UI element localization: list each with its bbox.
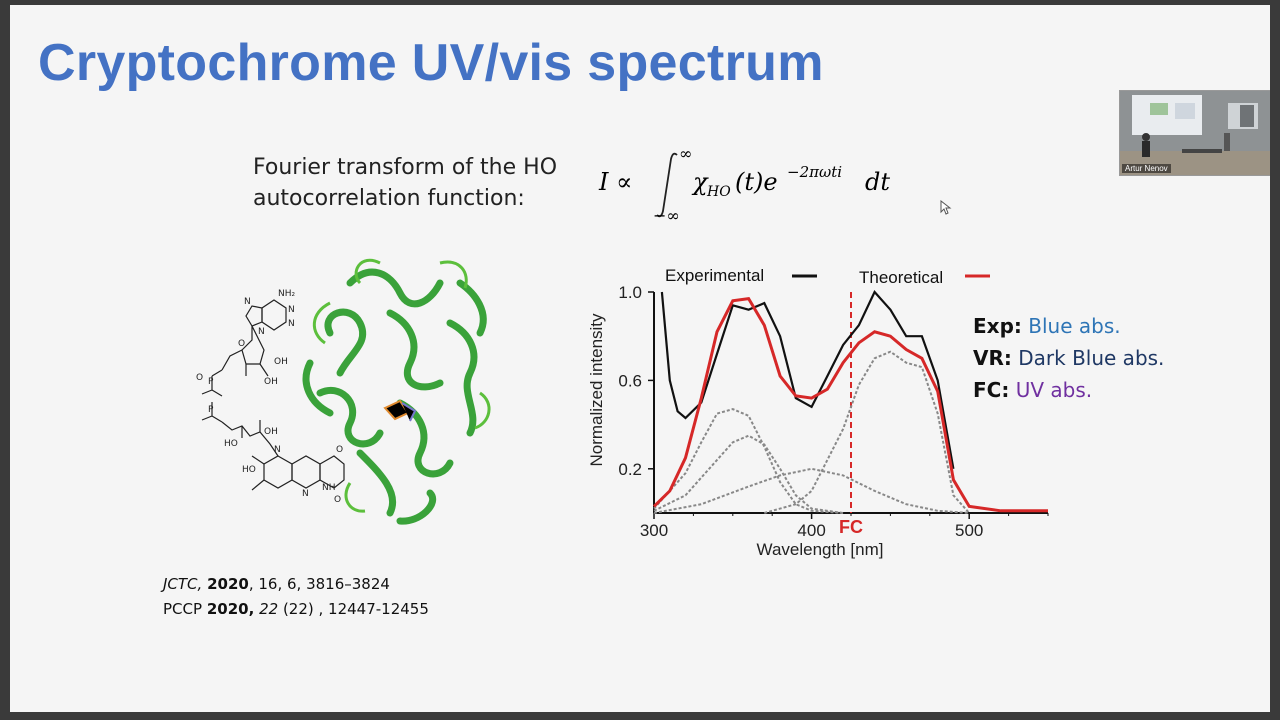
- webcam-participant-name: Artur Nenov: [1122, 164, 1171, 173]
- molecule-label-p1: P: [208, 377, 214, 387]
- molecule-label-o3: O: [336, 445, 343, 455]
- molecule-label-o4: O: [334, 495, 341, 505]
- component-curve-4: [764, 350, 970, 514]
- molecule-label-n4: N: [258, 327, 265, 337]
- ref2-journal: PCCP: [163, 600, 203, 618]
- integral-upper: ∞: [679, 145, 692, 163]
- equation-middle: (t)e: [735, 168, 778, 196]
- equation-chi: χ: [691, 168, 709, 196]
- fourier-equation: I ∝ ∞ −∞ χ HO (t)e −2πωti dt: [595, 144, 915, 229]
- integral-lower: −∞: [653, 206, 680, 225]
- legend-value-exp: Blue abs.: [1028, 314, 1121, 338]
- protein-ribbon-image: [302, 259, 491, 525]
- molecule-label-n6: N: [302, 489, 309, 499]
- component-curve-3: [653, 467, 970, 514]
- fourier-description: Fourier transform of the HO autocorrelat…: [253, 152, 573, 214]
- ref2-year: 2020,: [206, 600, 255, 618]
- ref2-details: (22) , 12447-12455: [282, 600, 429, 618]
- equation-lhs: I ∝: [598, 168, 632, 196]
- molecule-label-oh3: OH: [264, 427, 278, 437]
- fourier-description-line2: autocorrelation function:: [253, 186, 525, 211]
- experimental-curve: [660, 290, 955, 469]
- legend-value-vr: Dark Blue abs.: [1018, 346, 1165, 370]
- y-tick-label: 0.6: [618, 371, 642, 390]
- reference-1: JCTC, 2020, 16, 6, 3816–3824: [163, 572, 429, 597]
- molecule-label-oh2: OH: [264, 377, 278, 387]
- chart-y-axis-label: Normalized intensity: [587, 313, 606, 467]
- mouse-cursor-icon: [940, 200, 952, 215]
- ref1-year: 2020: [207, 575, 249, 593]
- molecule-label-nh2: NH₂: [278, 289, 296, 299]
- y-tick-label: 1.0: [618, 283, 642, 302]
- legend-key-exp: Exp:: [973, 314, 1022, 338]
- component-curve-2: [653, 434, 844, 514]
- reference-2: PCCP 2020, 22 (22) , 12447-12455: [163, 597, 429, 622]
- webcam-thumbnail[interactable]: Artur Nenov: [1119, 90, 1270, 176]
- fourier-description-line1: Fourier transform of the HO: [253, 155, 558, 180]
- equation-tail: dt: [865, 168, 890, 196]
- fc-marker-label: FC: [839, 517, 863, 537]
- ref1-details: , 16, 6, 3816–3824: [248, 575, 390, 593]
- webcam-scene: [1120, 91, 1270, 175]
- legend-key-vr: VR:: [973, 346, 1012, 370]
- molecule-label-o2: O: [196, 373, 203, 383]
- legend-label-experimental: Experimental: [665, 266, 764, 285]
- legend-row-exp: Exp: Blue abs.: [973, 310, 1164, 342]
- ref1-journal: JCTC,: [163, 575, 203, 593]
- chart-plot-area: 300 400 500 0.2 0.6 1.0 FC: [618, 283, 1049, 540]
- molecule-label-p2: P: [208, 405, 214, 415]
- equation-chi-subscript: HO: [706, 184, 731, 200]
- molecule-label-n5: N: [274, 445, 281, 455]
- absorption-legend: Exp: Blue abs. VR: Dark Blue abs. FC: UV…: [973, 310, 1164, 406]
- molecule-label-n3: N: [244, 297, 251, 307]
- presentation-slide: Cryptochrome UV/vis spectrum Fourier tra…: [10, 5, 1270, 712]
- x-tick-label: 400: [797, 521, 825, 540]
- x-tick-label: 500: [955, 521, 983, 540]
- ref2-volume: 22: [259, 600, 279, 618]
- spectrum-chart: 300 400 500 0.2 0.6 1.0 FC Wavelength [nm] Nor…: [587, 266, 1049, 559]
- fad-molecule-structure: NH₂ N N N N O OH OH P O P HO OH HO N N N…: [196, 289, 345, 505]
- chart-x-axis-label: Wavelength [nm]: [757, 540, 884, 559]
- theoretical-curve: [652, 296, 1048, 513]
- integral-sign: [656, 152, 678, 218]
- molecule-label-ho2: HO: [242, 465, 256, 475]
- molecule-label-n2: N: [288, 319, 295, 329]
- x-tick-label: 300: [640, 521, 668, 540]
- legend-value-fc: UV abs.: [1015, 378, 1093, 402]
- y-tick-label: 0.2: [618, 460, 642, 479]
- legend-key-fc: FC:: [973, 378, 1010, 402]
- legend-label-theoretical: Theoretical: [859, 268, 943, 287]
- molecule-label-ho1: HO: [224, 439, 238, 449]
- molecule-label-nh: NH: [322, 483, 336, 493]
- legend-row-fc: FC: UV abs.: [973, 374, 1164, 406]
- references: JCTC, 2020, 16, 6, 3816–3824 PCCP 2020, …: [163, 572, 429, 622]
- molecule-label-o1: O: [238, 339, 245, 349]
- component-curve-1: [653, 408, 844, 514]
- slide-title: Cryptochrome UV/vis spectrum: [38, 34, 824, 92]
- equation-exponent: −2πωti: [787, 163, 842, 181]
- legend-row-vr: VR: Dark Blue abs.: [973, 342, 1164, 374]
- chart-legend: Experimental Theoretical: [665, 266, 990, 287]
- molecule-label-oh1: OH: [274, 357, 288, 367]
- equation-graphic: I ∝ ∞ −∞ χ HO (t)e −2πωti dt: [598, 144, 890, 225]
- molecule-label-n1: N: [288, 305, 295, 315]
